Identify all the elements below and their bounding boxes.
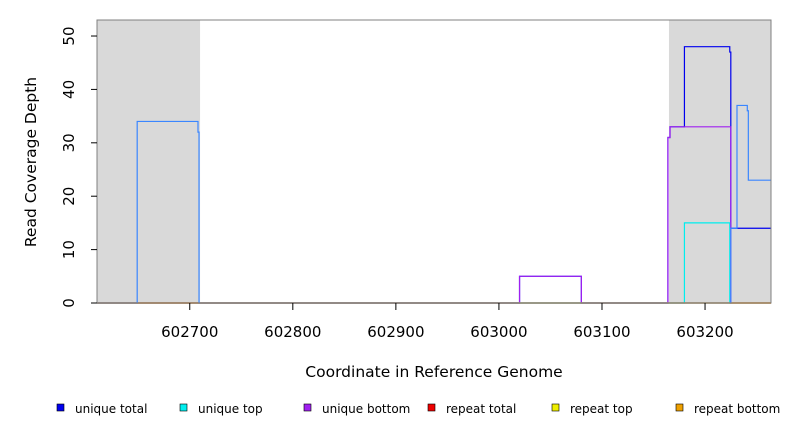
x-axis-title: Coordinate in Reference Genome	[305, 363, 562, 381]
shaded-regions	[97, 20, 771, 303]
legend-swatch	[303, 403, 312, 412]
legend-label: repeat top	[570, 402, 633, 416]
x-tick-label: 603000	[470, 323, 527, 341]
y-tick-label: 40	[60, 80, 78, 99]
x-tick-label: 603200	[676, 323, 733, 341]
shaded-region-0	[97, 20, 201, 303]
plot-frame	[96, 19, 772, 304]
x-tick-label: 602700	[161, 323, 218, 341]
x-tick-label: 603100	[573, 323, 630, 341]
legend-swatch	[427, 403, 436, 412]
x-axis: 602700 602800 602900 603000 603100 603200	[161, 303, 734, 341]
legend-swatch	[675, 403, 684, 412]
legend-swatch	[56, 403, 65, 412]
shaded-region-1	[668, 20, 771, 303]
y-axis: 0 10 20 30 40 50	[60, 26, 97, 308]
series-line-unique-bottom	[97, 126, 771, 304]
legend-label: unique top	[198, 402, 263, 416]
y-tick-label: 10	[60, 240, 78, 259]
x-tick-label: 602900	[367, 323, 424, 341]
legend-label: repeat bottom	[694, 402, 780, 416]
series-line-extra-6	[97, 104, 771, 304]
legend: unique total unique top unique bottom repea…	[56, 402, 780, 416]
y-tick-label: 0	[60, 298, 78, 308]
y-axis-title: Read Coverage Depth	[22, 77, 40, 247]
y-tick-label: 20	[60, 187, 78, 206]
legend-label: repeat total	[446, 402, 516, 416]
legend-swatch	[551, 403, 560, 412]
y-tick-label: 50	[60, 26, 78, 45]
legend-label: unique total	[75, 402, 147, 416]
x-tick-label: 602800	[264, 323, 321, 341]
legend-swatch	[179, 403, 188, 412]
y-tick-label: 30	[60, 133, 78, 152]
legend-label: unique bottom	[322, 402, 410, 416]
